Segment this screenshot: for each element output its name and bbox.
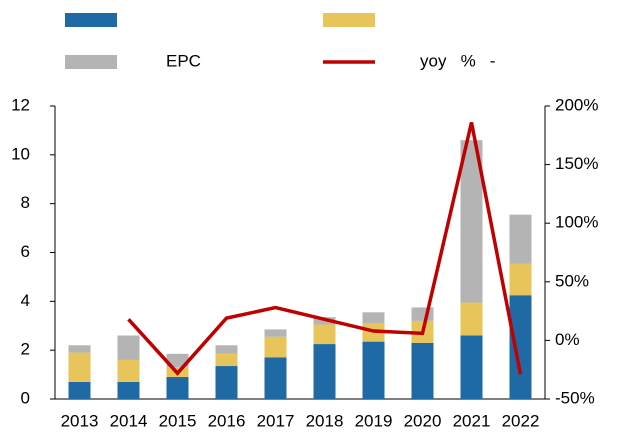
bar [509,214,532,264]
bar [362,341,385,399]
x-tick-label: 2017 [257,411,295,430]
bar [313,324,336,345]
y-tick-label: 2 [21,340,30,359]
bar [215,366,238,399]
y2-tick-label: 0% [555,330,580,349]
bar [117,359,140,382]
y2-tick-label: 50% [555,271,589,290]
bar [362,312,385,324]
bar [68,345,91,353]
bar [68,381,91,399]
legend-label: yoy % - [420,51,496,70]
bar [411,342,434,399]
legend-swatch [65,13,117,27]
x-tick-label: 2013 [61,411,99,430]
x-tick-label: 2021 [453,411,491,430]
y-tick-label: 12 [11,95,30,114]
x-tick-label: 2018 [306,411,344,430]
bar [264,336,287,358]
bar [264,329,287,337]
bar [117,381,140,399]
bar [264,357,287,399]
bar [460,302,483,336]
y-tick-label: 0 [21,388,30,407]
bar [68,352,91,382]
bar [411,307,434,321]
y-tick-label: 10 [11,144,30,163]
legend-swatch [323,13,375,27]
x-tick-label: 2022 [502,411,540,430]
bar [166,353,189,368]
bar [215,353,238,367]
bar [509,263,532,296]
y-tick-label: 4 [21,291,30,310]
legend-swatch [65,55,117,69]
bar [166,377,189,399]
y2-tick-label: 150% [555,154,598,173]
y2-tick-label: 100% [555,213,598,232]
y2-tick-label: -50% [555,388,595,407]
y-tick-label: 8 [21,193,30,212]
x-tick-label: 2016 [208,411,246,430]
bar [460,140,483,303]
x-tick-label: 2019 [355,411,393,430]
y2-tick-label: 200% [555,95,598,114]
y-tick-label: 6 [21,242,30,261]
x-tick-label: 2015 [159,411,197,430]
bar [460,335,483,399]
bar [117,335,140,360]
bar [215,345,238,354]
x-tick-label: 2020 [404,411,442,430]
x-tick-label: 2014 [110,411,148,430]
bar [509,295,532,399]
line [127,122,523,376]
legend-label: EPC [166,51,201,70]
bar [313,344,336,399]
